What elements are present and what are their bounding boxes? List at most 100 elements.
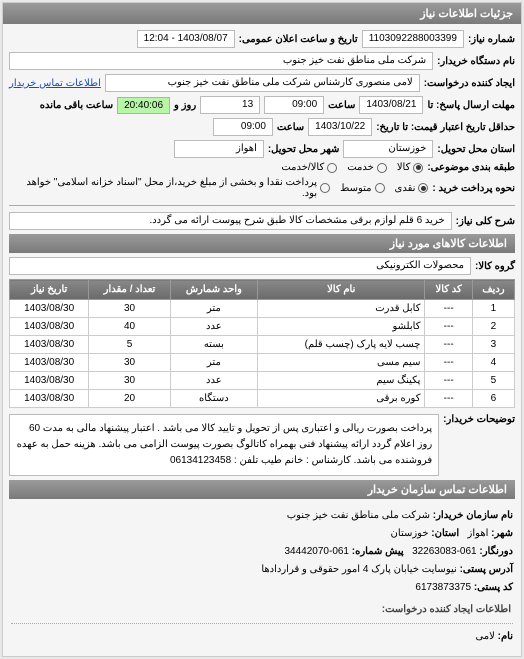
table-cell: متر [170, 300, 257, 318]
table-row: 3---چسب لایه پارک (چسب قلم)بسته51403/08/… [10, 336, 515, 354]
table-cell: 1403/08/30 [10, 336, 89, 354]
table-cell: 1403/08/30 [10, 372, 89, 390]
radio-both[interactable]: کالا/خدمت [281, 162, 337, 173]
remain-days-label: روز و [174, 100, 196, 111]
buyer-note: پرداخت بصورت ریالی و اعتباری پس از تحویل… [9, 414, 439, 476]
radio-cash-label: نقدی [395, 183, 416, 194]
table-cell: پکینگ سیم [258, 372, 425, 390]
goods-group-label: گروه کالا: [475, 261, 515, 272]
province-value: خوزستان [391, 528, 429, 539]
table-header: نام کالا [258, 280, 425, 300]
panel-title: جزئیات اطلاعات نیاز [3, 3, 521, 24]
table-cell: 30 [89, 354, 170, 372]
req-no-value: 1103092288003399 [362, 30, 464, 48]
table-cell: --- [425, 336, 472, 354]
contact-section-title: اطلاعات تماس سازمان خریدار [9, 480, 515, 499]
table-cell: --- [425, 390, 472, 408]
pubdate-label: تاریخ و ساعت اعلان عمومی: [239, 34, 358, 45]
radio-both-label: کالا/خدمت [281, 162, 324, 173]
table-cell: 40 [89, 318, 170, 336]
panel-body: شماره نیاز: 1103092288003399 تاریخ و ساع… [3, 24, 521, 656]
validity-time: 09:00 [213, 118, 273, 136]
table-row: 2---کابلشوعدد401403/08/30 [10, 318, 515, 336]
pre-value: 061-34442070 [284, 546, 349, 557]
table-cell: کوره برقی [258, 390, 425, 408]
buyer-label: نام دستگاه خریدار: [437, 56, 515, 67]
table-row: 5---پکینگ سیمعدد301403/08/30 [10, 372, 515, 390]
separator [9, 205, 515, 206]
radio-medium[interactable]: متوسط [340, 183, 384, 194]
org-label: نام سازمان خریدار: [433, 510, 513, 521]
postcode-label: کد پستی: [474, 582, 513, 593]
contact-block: نام سازمان خریدار: شرکت ملی مناطق نفت خی… [9, 503, 515, 650]
table-header: تعداد / مقدار [89, 280, 170, 300]
table-cell: --- [425, 318, 472, 336]
remain-days: 13 [200, 96, 260, 114]
table-cell: کابل قدرت [258, 300, 425, 318]
goods-section-title: اطلاعات کالاهای مورد نیاز [9, 234, 515, 253]
table-cell: 5 [89, 336, 170, 354]
table-cell: 1 [472, 300, 514, 318]
delivery-city: اهواز [174, 140, 264, 158]
table-cell: دستگاه [170, 390, 257, 408]
validity-label: حداقل تاریخ اعتبار قیمت: تا تاریخ: [376, 122, 515, 133]
address-label: آدرس پستی: [460, 564, 513, 575]
radio-dot-icon [418, 183, 428, 193]
general-title-value: خرید 6 قلم لوازم برقی مشخصات کالا طبق شر… [9, 212, 452, 230]
creator-section: اطلاعات ایجاد کننده درخواست: [11, 597, 513, 624]
name-value: لامی [475, 631, 494, 642]
table-cell: 1403/08/30 [10, 354, 89, 372]
table-cell: 5 [472, 372, 514, 390]
radio-cash[interactable]: نقدی [395, 183, 429, 194]
radio-dot-icon [413, 163, 423, 173]
name-label: نام: [498, 631, 513, 642]
table-cell: عدد [170, 372, 257, 390]
goods-table: ردیفکد کالانام کالاواحد شمارشتعداد / مقد… [9, 279, 515, 408]
table-header: تاریخ نیاز [10, 280, 89, 300]
table-cell: --- [425, 300, 472, 318]
radio-dot-icon [327, 163, 337, 173]
table-cell: کابلشو [258, 318, 425, 336]
bundle-radios: کالا خدمت کالا/خدمت [281, 162, 423, 173]
pubdate-value: 1403/08/07 - 12:04 [137, 30, 235, 48]
radio-service[interactable]: خدمت [347, 162, 387, 173]
radio-dot-icon [320, 183, 330, 193]
radio-service-label: خدمت [347, 162, 374, 173]
table-cell: سیم مسی [258, 354, 425, 372]
city-value: اهواز [468, 528, 489, 539]
buyer-value: شرکت ملی مناطق نفت خیز جنوب [9, 52, 433, 70]
postcode-value: 6173873375 [415, 582, 471, 593]
delivery-state: خوزستان [343, 140, 433, 158]
radio-after-label: پرداخت نقدا و بخشی از مبلغ خرید،از محل "… [9, 177, 317, 199]
radio-goods[interactable]: کالا [397, 162, 424, 173]
deadline-label: مهلت ارسال پاسخ: تا [427, 100, 515, 111]
delivery-city-label: شهر محل تحویل: [268, 144, 340, 155]
table-cell: متر [170, 354, 257, 372]
remain-time: 20:40:06 [117, 97, 170, 114]
radio-dot-icon [375, 183, 385, 193]
requester-label: ایجاد کننده درخواست: [424, 78, 515, 89]
fax-value: 061-32263083 [412, 546, 477, 557]
table-cell: 1403/08/30 [10, 318, 89, 336]
table-row: 6---کوره برقیدستگاه201403/08/30 [10, 390, 515, 408]
table-cell: چسب لایه پارک (چسب قلم) [258, 336, 425, 354]
req-no-label: شماره نیاز: [468, 34, 515, 45]
radio-after[interactable]: پرداخت نقدا و بخشی از مبلغ خرید،از محل "… [9, 177, 330, 199]
table-cell: 4 [472, 354, 514, 372]
table-cell: عدد [170, 318, 257, 336]
general-title-label: شرح کلی نیاز: [456, 216, 515, 227]
contact-link[interactable]: اطلاعات تماس خریدار [9, 78, 101, 89]
radio-medium-label: متوسط [340, 183, 371, 194]
address-value: نیوسایت خیابان پارک 4 امور حقوقی و قرارد… [261, 564, 456, 575]
requester-value: لامی منصوری کارشناس شرکت ملی مناطق نفت خ… [105, 74, 420, 92]
radio-dot-icon [377, 163, 387, 173]
city-label: شهر: [491, 528, 513, 539]
table-row: 1---کابل قدرتمتر301403/08/30 [10, 300, 515, 318]
radio-goods-label: کالا [397, 162, 411, 173]
table-cell: 20 [89, 390, 170, 408]
delivery-state-label: استان محل تحویل: [437, 144, 515, 155]
table-header: ردیف [472, 280, 514, 300]
buyer-note-label: توضیحات خریدار: [443, 414, 515, 425]
table-cell: بسته [170, 336, 257, 354]
table-cell: 3 [472, 336, 514, 354]
